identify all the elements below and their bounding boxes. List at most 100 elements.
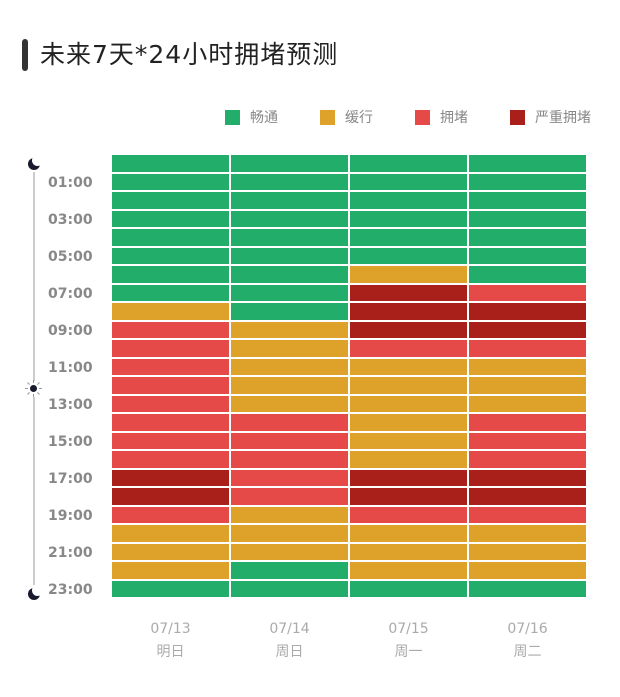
heatmap-cell [231, 451, 348, 468]
heatmap-cell [350, 451, 467, 468]
heatmap-cell [469, 451, 586, 468]
heatmap-cell [231, 358, 348, 375]
heatmap-cell [112, 173, 229, 190]
legend-item: 拥堵 [415, 107, 510, 127]
heatmap-cell [350, 321, 467, 338]
heatmap-cell [112, 284, 229, 301]
x-axis-label: 07/13 明日 [112, 618, 229, 664]
x-axis-date: 07/13 [150, 621, 191, 637]
heatmap-cell [350, 358, 467, 375]
heatmap-cell [231, 210, 348, 227]
heatmap-cell [112, 321, 229, 338]
heatmap-cell [112, 303, 229, 320]
heatmap-cell [112, 210, 229, 227]
x-axis-date: 07/16 [507, 621, 548, 637]
heatmap-cell [469, 580, 586, 597]
heatmap-cell [231, 469, 348, 486]
heatmap-cell [231, 543, 348, 560]
heatmap-cell [469, 210, 586, 227]
heatmap-column [469, 155, 586, 597]
heatmap-column [231, 155, 348, 597]
x-axis-labels: 07/13 明日 07/14 周日 07/15 周一 07/16 周二 [112, 618, 586, 664]
heatmap-cell [231, 173, 348, 190]
heatmap-cell [350, 469, 467, 486]
heatmap-cell [112, 432, 229, 449]
heatmap-cell [469, 506, 586, 523]
heatmap-cell [112, 469, 229, 486]
heatmap-cell [469, 266, 586, 283]
heatmap-cell [469, 525, 586, 542]
heatmap-cell [469, 488, 586, 505]
heatmap-cell [469, 229, 586, 246]
heatmap-cell [231, 395, 348, 412]
heatmap-cell [350, 562, 467, 579]
heatmap-cell [350, 525, 467, 542]
heatmap-cell [469, 395, 586, 412]
heatmap-cell [350, 414, 467, 431]
heatmap-cell [469, 358, 586, 375]
legend-swatch-icon [225, 109, 240, 125]
heatmap-cell [231, 229, 348, 246]
heatmap-cell [469, 173, 586, 190]
heatmap-cell [469, 247, 586, 264]
heatmap-cell [350, 580, 467, 597]
heatmap-cell [469, 432, 586, 449]
heatmap-cell [350, 543, 467, 560]
chart-title: 未来7天*24小时拥堵预测 [40, 40, 339, 69]
heatmap-cell [350, 266, 467, 283]
x-axis-label: 07/16 周二 [469, 618, 586, 664]
heatmap-cell [112, 543, 229, 560]
heatmap-column [350, 155, 467, 597]
heatmap-cell [469, 321, 586, 338]
x-axis-day: 明日 [156, 644, 185, 660]
heatmap-cell [231, 506, 348, 523]
heatmap-cell [112, 192, 229, 209]
heatmap-cell [350, 247, 467, 264]
heatmap-cell [231, 432, 348, 449]
y-axis-label: 09:00 [48, 322, 93, 339]
heatmap-cell [350, 488, 467, 505]
y-axis-label: 21:00 [48, 544, 93, 561]
heatmap-cell [469, 155, 586, 172]
x-axis-date: 07/15 [388, 621, 429, 637]
heatmap-cell [231, 414, 348, 431]
heatmap-cell [231, 247, 348, 264]
legend-item: 畅通 [225, 107, 320, 127]
y-axis-label: 05:00 [48, 248, 93, 265]
x-axis-label: 07/15 周一 [350, 618, 467, 664]
heatmap-cell [350, 192, 467, 209]
legend-label: 畅通 [250, 110, 278, 126]
heatmap-cell [350, 506, 467, 523]
legend: 畅通 缓行 拥堵 严重拥堵 [225, 107, 591, 127]
x-axis-day: 周日 [275, 644, 304, 660]
heatmap-cell [231, 525, 348, 542]
legend-item: 严重拥堵 [510, 107, 591, 127]
heatmap-grid [112, 155, 586, 597]
heatmap-cell [112, 562, 229, 579]
heatmap-cell [469, 377, 586, 394]
heatmap-cell [231, 488, 348, 505]
legend-label: 缓行 [345, 110, 373, 126]
heatmap-cell [112, 358, 229, 375]
title-accent-bar [22, 39, 28, 71]
legend-swatch-icon [320, 109, 335, 125]
heatmap-cell [231, 580, 348, 597]
heatmap-cell [112, 340, 229, 357]
heatmap-cell [112, 395, 229, 412]
y-axis-label: 17:00 [48, 470, 93, 487]
legend-item: 缓行 [320, 107, 415, 127]
y-axis-label: 19:00 [48, 507, 93, 524]
heatmap-cell [350, 432, 467, 449]
x-axis-label: 07/14 周日 [231, 618, 348, 664]
heatmap-cell [350, 173, 467, 190]
legend-label: 拥堵 [440, 110, 468, 126]
y-axis-label: 03:00 [48, 211, 93, 228]
heatmap-cell [350, 340, 467, 357]
heatmap-cell [112, 580, 229, 597]
y-axis-label: 15:00 [48, 433, 93, 450]
x-axis-day: 周二 [513, 644, 542, 660]
heatmap-cell [231, 303, 348, 320]
heatmap-cell [469, 414, 586, 431]
heatmap-cell [469, 340, 586, 357]
heatmap-cell [469, 303, 586, 320]
